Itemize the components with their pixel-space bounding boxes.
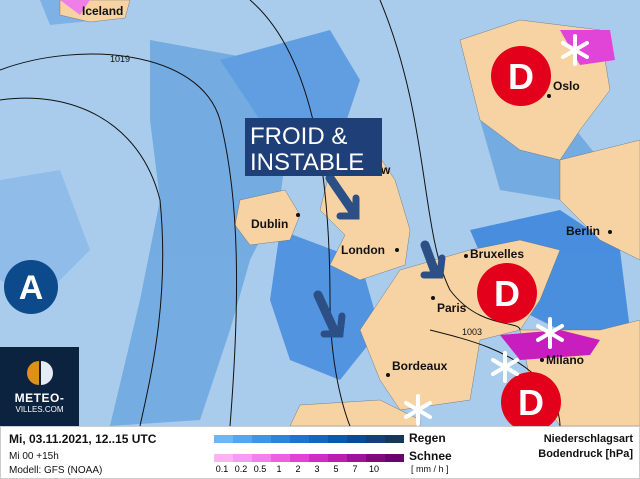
scale-tick: 2 xyxy=(295,464,301,474)
city-dublin: Dublin xyxy=(251,217,288,231)
snowflake-icon xyxy=(491,351,519,383)
snow-scale-swatch xyxy=(290,454,309,462)
rain-scale-swatch xyxy=(385,435,404,443)
isobar-label: 1003 xyxy=(462,327,482,337)
snow-scale-swatch xyxy=(347,454,366,462)
city-paris: Paris xyxy=(437,301,467,315)
snowflake-icon xyxy=(561,34,589,66)
legend-footer: Mi, 03.11.2021, 12..15 UTC Mi 00 +15h Mo… xyxy=(0,426,640,479)
scale-tick: 7 xyxy=(352,464,358,474)
snow-scale-swatch xyxy=(271,454,290,462)
isobar-label: 1019 xyxy=(110,54,130,64)
unit-label: [ mm / h ] xyxy=(411,464,449,474)
wind-arrows xyxy=(313,173,446,338)
rain-scale-swatch xyxy=(328,435,347,443)
low-label: D xyxy=(518,382,544,423)
snow-scale-swatch xyxy=(252,454,271,462)
legend-title-2: Bodendruck [hPa] xyxy=(538,448,633,460)
logo-text: VILLES.COM xyxy=(15,405,64,414)
arrow-icon xyxy=(325,173,357,215)
city-label-fragment: w xyxy=(380,163,391,177)
forecast-model: Modell: GFS (NOAA) xyxy=(9,465,103,476)
rain-label: Regen xyxy=(409,431,446,445)
snow-label: Schnee xyxy=(409,449,452,463)
forecast-run: Mi 00 +15h xyxy=(9,451,59,462)
snow-scale-swatch xyxy=(385,454,404,462)
rain-scale-swatch xyxy=(252,435,271,443)
logo-text: METEO- xyxy=(14,391,65,405)
scale-tick: 1 xyxy=(276,464,282,474)
snow-color-scale xyxy=(214,454,404,462)
low-pressure-marker xyxy=(501,372,561,426)
annotation-line-2: INSTABLE xyxy=(250,149,364,176)
city-london: London xyxy=(341,243,385,257)
low-pressure-marker xyxy=(477,263,537,323)
scale-tick: 5 xyxy=(333,464,339,474)
arrow-icon xyxy=(313,290,339,335)
city-oslo: Oslo xyxy=(553,79,580,93)
rain-color-scale xyxy=(214,435,404,443)
pressure-centres: A D D D xyxy=(4,46,561,426)
rain-scale-swatch xyxy=(271,435,290,443)
snowflake-icons xyxy=(404,34,589,426)
low-label: D xyxy=(494,273,520,314)
low-pressure-marker xyxy=(491,46,551,106)
arrow-head-icon xyxy=(320,312,346,338)
snow-scale-swatch xyxy=(309,454,328,462)
arrow-head-icon xyxy=(420,254,446,279)
annotation-box xyxy=(245,118,382,176)
logo-moon-icon xyxy=(27,361,53,385)
isobars xyxy=(0,0,561,426)
rain-scale-swatch xyxy=(214,435,233,443)
rain-scale-swatch xyxy=(233,435,252,443)
forecast-datetime: Mi, 03.11.2021, 12..15 UTC xyxy=(9,432,157,446)
high-pressure-marker xyxy=(4,260,58,314)
snow-scale-swatch xyxy=(233,454,252,462)
scale-tick: 0.2 xyxy=(234,464,248,474)
scale-tick: 10 xyxy=(368,464,379,474)
city-milano: Milano xyxy=(546,353,584,367)
arrow-icon xyxy=(420,240,440,277)
snowflake-icon xyxy=(404,394,432,426)
city-labels: Iceland Oslo Berlin Dublin London Bruxel… xyxy=(82,4,612,377)
annotation-line-1: FROID & xyxy=(250,123,347,150)
arrow-head-icon xyxy=(336,194,360,220)
snow-scale-swatch xyxy=(214,454,233,462)
rain-scale-swatch xyxy=(290,435,309,443)
snow-scale-swatch xyxy=(366,454,385,462)
rain-scale-swatch xyxy=(366,435,385,443)
legend-title-1: Niederschlagsart xyxy=(543,433,633,445)
high-label: A xyxy=(19,269,44,307)
rain-scale-swatch xyxy=(347,435,366,443)
scale-tick: 0.1 xyxy=(215,464,229,474)
city-bruxelles: Bruxelles xyxy=(470,247,524,261)
low-label: D xyxy=(508,56,534,97)
city-bordeaux: Bordeaux xyxy=(392,359,448,373)
snow-scale-swatch xyxy=(328,454,347,462)
snowflake-icon xyxy=(536,317,564,349)
scale-tick: 3 xyxy=(314,464,320,474)
weather-map: 1019 1003 Iceland Oslo Berlin Dublin Lon… xyxy=(0,0,640,426)
rain-scale-swatch xyxy=(309,435,328,443)
city-iceland: Iceland xyxy=(82,4,123,18)
scale-tick: 0.5 xyxy=(253,464,267,474)
city-berlin: Berlin xyxy=(566,224,600,238)
meteo-villes-logo: METEO- VILLES.COM xyxy=(0,347,79,426)
